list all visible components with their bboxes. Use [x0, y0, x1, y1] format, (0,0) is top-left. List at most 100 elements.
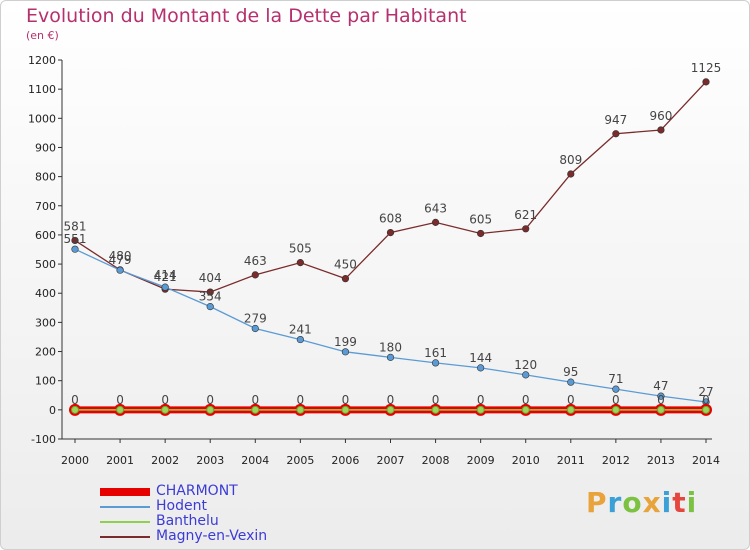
- brand-letter: t: [672, 486, 687, 519]
- y-tick-label: 300: [35, 316, 56, 329]
- data-label-magny-en-vexin: 404: [199, 271, 222, 285]
- data-point-banthelu: [476, 405, 485, 414]
- data-label-magny-en-vexin: 608: [379, 212, 402, 226]
- data-point-banthelu: [656, 405, 665, 414]
- y-tick-label: 700: [35, 200, 56, 213]
- data-label-banthelu: 0: [116, 393, 124, 407]
- y-tick-label: 600: [35, 229, 56, 242]
- x-tick-label: 2001: [106, 454, 134, 467]
- brand-letter: o: [622, 486, 643, 519]
- data-point-banthelu: [251, 405, 260, 414]
- x-tick-label: 2003: [196, 454, 224, 467]
- data-point-hodent: [251, 324, 259, 333]
- y-tick-label: 0: [49, 404, 56, 417]
- x-tick-label: 2013: [647, 454, 675, 467]
- data-point-magny-en-vexin: [206, 288, 214, 296]
- data-label-banthelu: 0: [432, 393, 440, 407]
- data-point-hodent: [567, 378, 575, 386]
- x-tick-label: 2004: [241, 454, 269, 467]
- data-label-banthelu: 0: [297, 393, 305, 407]
- x-tick-label: 2008: [422, 454, 450, 467]
- data-label-banthelu: 0: [522, 393, 530, 407]
- data-point-banthelu: [386, 405, 395, 414]
- data-label-magny-en-vexin: 605: [469, 212, 492, 226]
- data-point-banthelu: [702, 405, 710, 414]
- data-point-hodent: [296, 335, 304, 344]
- data-point-banthelu: [611, 405, 620, 414]
- y-tick-label: 400: [35, 287, 56, 300]
- data-point-banthelu: [206, 405, 215, 414]
- data-label-banthelu: 0: [206, 393, 214, 407]
- data-point-hodent: [341, 348, 350, 356]
- data-label-hodent: 27: [698, 385, 713, 399]
- legend-label: Banthelu: [156, 513, 219, 529]
- x-tick-label: 2006: [331, 454, 359, 467]
- brand-letter: x: [642, 486, 662, 519]
- data-point-banthelu: [566, 405, 575, 414]
- data-label-magny-en-vexin: 581: [64, 219, 87, 233]
- data-point-magny-en-vexin: [386, 228, 395, 237]
- data-point-magny-en-vexin: [71, 236, 79, 245]
- data-point-hodent: [522, 371, 530, 379]
- series-layer: [69, 78, 712, 416]
- brand-letter: i: [686, 486, 698, 519]
- x-tick-label: 2002: [151, 454, 179, 467]
- x-tick-label: 2012: [602, 454, 630, 467]
- data-label-hodent: 354: [199, 290, 222, 304]
- data-label-hodent: 95: [563, 365, 578, 379]
- y-tick-label: 1200: [28, 54, 56, 67]
- y-tick-label: 100: [35, 375, 56, 388]
- x-tick-label: 2009: [467, 454, 495, 467]
- data-label-magny-en-vexin: 643: [424, 201, 447, 215]
- data-point-banthelu: [296, 405, 305, 414]
- data-point-magny-en-vexin: [341, 275, 350, 283]
- y-tick-label: 200: [35, 346, 56, 359]
- data-point-hodent: [431, 359, 440, 367]
- y-tick-label: 500: [35, 258, 56, 271]
- data-label-magny-en-vexin: 1125: [691, 61, 722, 75]
- data-point-magny-en-vexin: [567, 170, 575, 178]
- legend-swatch: [100, 521, 150, 523]
- x-tick-label: 2014: [692, 454, 720, 467]
- data-label-magny-en-vexin: 505: [289, 242, 312, 256]
- data-label-banthelu: 0: [612, 393, 620, 407]
- y-tick-label: -100: [31, 433, 56, 446]
- data-point-banthelu: [521, 405, 530, 414]
- data-label-magny-en-vexin: 463: [244, 254, 267, 268]
- legend-label: Hodent: [156, 498, 207, 514]
- data-point-banthelu: [71, 405, 79, 414]
- axes: -100010020030040050060070080090010001100…: [28, 54, 720, 467]
- data-label-hodent: 421: [154, 270, 177, 284]
- data-point-magny-en-vexin: [657, 126, 665, 134]
- data-label-magny-en-vexin: 414: [154, 268, 177, 282]
- x-tick-label: 2005: [286, 454, 314, 467]
- data-point-hodent: [116, 266, 124, 274]
- legend-swatch: [100, 506, 150, 508]
- data-label-hodent: 120: [514, 358, 537, 372]
- data-label-magny-en-vexin: 947: [604, 113, 627, 127]
- x-tick-label: 2007: [377, 454, 405, 467]
- data-point-magny-en-vexin: [431, 218, 440, 226]
- data-point-hodent: [71, 245, 79, 253]
- chart-subtitle: (en €): [26, 29, 59, 42]
- data-label-magny-en-vexin: 809: [559, 153, 582, 167]
- y-tick-label: 900: [35, 141, 56, 154]
- data-label-hodent: 180: [379, 340, 402, 354]
- data-point-magny-en-vexin: [702, 78, 710, 86]
- x-tick-label: 2000: [61, 454, 89, 467]
- data-label-banthelu: 0: [342, 393, 350, 407]
- data-label-banthelu: 0: [387, 393, 395, 407]
- data-point-magny-en-vexin: [612, 130, 620, 138]
- brand-letter: i: [661, 486, 673, 519]
- data-label-hodent: 479: [109, 253, 132, 267]
- data-label-hodent: 551: [64, 232, 87, 246]
- data-label-banthelu: 0: [477, 393, 485, 407]
- data-label-hodent: 241: [289, 323, 312, 337]
- data-label-hodent: 279: [244, 312, 267, 326]
- data-label-banthelu: 0: [161, 393, 169, 407]
- data-point-magny-en-vexin: [477, 229, 485, 238]
- y-tick-label: 1000: [28, 112, 56, 125]
- data-label-banthelu: 0: [657, 393, 665, 407]
